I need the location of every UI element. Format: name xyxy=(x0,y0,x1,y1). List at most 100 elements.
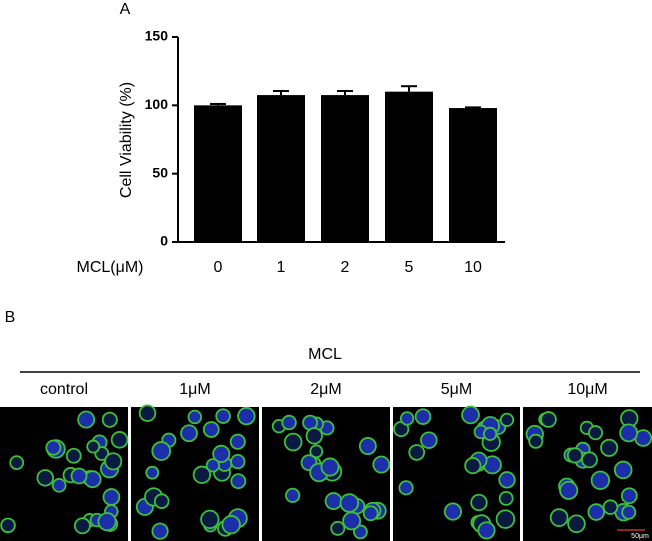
cell xyxy=(549,508,569,527)
cell xyxy=(180,424,198,443)
cell xyxy=(101,411,118,428)
cell xyxy=(45,439,62,456)
cell xyxy=(528,433,544,449)
cell xyxy=(192,465,212,484)
cell xyxy=(305,427,323,445)
cell xyxy=(230,473,247,490)
cell xyxy=(145,465,160,480)
cell xyxy=(138,404,157,422)
cell xyxy=(200,509,220,530)
x-tick-label: 2 xyxy=(341,259,350,276)
cell xyxy=(187,409,203,425)
y-axis-label: Cell Viability (%) xyxy=(118,82,135,198)
cell xyxy=(51,478,67,493)
column-label: 1μM xyxy=(179,381,210,398)
cell xyxy=(86,439,101,454)
cell xyxy=(464,457,482,475)
cell xyxy=(320,457,340,477)
y-tick-label: 150 xyxy=(145,28,169,44)
cell xyxy=(205,458,220,473)
x-tick-label: 1 xyxy=(277,259,286,276)
column-label: control xyxy=(40,381,88,398)
panel-label: B xyxy=(5,309,16,326)
cell xyxy=(619,423,639,443)
cell xyxy=(97,512,117,532)
cell xyxy=(495,509,516,529)
cell xyxy=(353,524,368,540)
cell xyxy=(362,505,379,522)
bar xyxy=(385,91,433,243)
cell xyxy=(559,480,579,500)
cell xyxy=(212,444,231,463)
cell xyxy=(470,493,488,512)
x-tick-label: 0 xyxy=(214,259,223,276)
bar xyxy=(257,95,305,242)
bar xyxy=(321,95,369,242)
cell xyxy=(73,517,91,535)
bar xyxy=(194,105,242,242)
cell xyxy=(229,433,246,450)
cell xyxy=(588,425,604,441)
cell xyxy=(443,502,463,521)
cell xyxy=(620,487,638,505)
cell xyxy=(602,499,619,515)
bar xyxy=(449,108,497,242)
cell xyxy=(587,503,606,521)
cell xyxy=(153,493,170,509)
cell xyxy=(499,412,515,428)
image-panels xyxy=(0,404,652,541)
panel-label: A xyxy=(120,1,131,18)
cell xyxy=(65,447,82,464)
cell xyxy=(498,471,516,489)
cell xyxy=(102,488,121,506)
cell xyxy=(324,492,343,510)
y-tick-label: 0 xyxy=(160,233,168,249)
cell xyxy=(215,408,231,424)
cell xyxy=(202,421,220,438)
cell xyxy=(281,414,297,431)
column-label: 5μM xyxy=(441,381,472,398)
cell xyxy=(237,406,256,426)
cell xyxy=(399,411,415,426)
cell xyxy=(285,487,301,503)
cell xyxy=(483,426,498,441)
cell xyxy=(9,455,25,470)
cell xyxy=(339,493,360,513)
column-label: 2μM xyxy=(310,381,341,398)
cell xyxy=(151,522,169,540)
x-axis-label: MCL(μM) xyxy=(77,259,144,276)
cell xyxy=(372,455,391,474)
cell xyxy=(498,490,514,506)
cell xyxy=(567,514,586,534)
cell xyxy=(221,515,241,535)
cell xyxy=(230,453,246,470)
cell xyxy=(408,444,426,461)
cell xyxy=(283,432,303,452)
cell xyxy=(36,469,54,487)
cell xyxy=(151,441,172,461)
cell xyxy=(613,460,633,480)
column-label: 10μM xyxy=(567,381,607,398)
cell xyxy=(477,521,496,540)
cell xyxy=(110,431,129,449)
cell xyxy=(540,411,557,428)
y-tick-label: 50 xyxy=(152,164,168,180)
cell xyxy=(104,452,123,471)
cell xyxy=(420,431,438,449)
cell xyxy=(600,438,619,457)
cell xyxy=(77,410,96,429)
cell xyxy=(330,520,346,536)
cell xyxy=(0,517,16,534)
y-tick-label: 100 xyxy=(145,96,169,112)
cell xyxy=(70,467,88,485)
scale-bar-label: 50μm xyxy=(631,533,649,540)
cell xyxy=(309,444,324,459)
cell xyxy=(358,437,377,455)
cell xyxy=(342,511,362,531)
cell xyxy=(566,447,584,464)
group-title: MCL xyxy=(308,346,342,363)
cell xyxy=(590,470,611,491)
x-tick-label: 5 xyxy=(405,259,414,276)
cell xyxy=(414,408,432,425)
